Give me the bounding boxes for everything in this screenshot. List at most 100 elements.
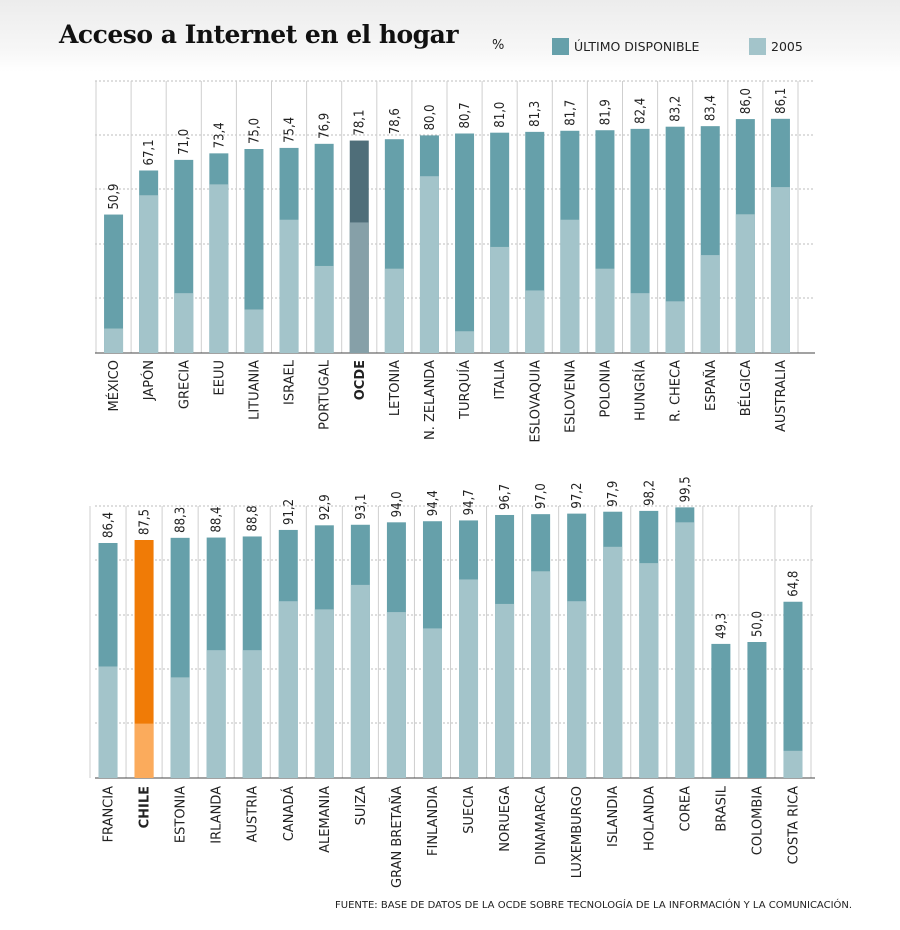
value-label: 50,0 xyxy=(750,611,765,637)
legend-item-latest: ÚLTIMO DISPONIBLE xyxy=(552,38,699,55)
category-label: COLOMBIA xyxy=(750,786,765,855)
value-label: 64,8 xyxy=(786,571,801,597)
category-label: SUIZA xyxy=(354,786,369,826)
value-label: 86,4 xyxy=(102,512,117,538)
value-label: 97,9 xyxy=(606,481,621,507)
bar-2005 xyxy=(314,609,334,778)
category-label: HOLANDA xyxy=(642,786,657,851)
category-label: PORTUGAL xyxy=(318,359,333,430)
value-label: 81,7 xyxy=(563,100,578,126)
value-label: 50,9 xyxy=(107,184,122,210)
value-label: 73,4 xyxy=(212,122,227,148)
category-label: FRANCIA xyxy=(102,786,117,843)
bar-2005 xyxy=(495,603,515,778)
value-label: 87,5 xyxy=(138,509,153,535)
bar-2005 xyxy=(665,301,685,353)
value-label: 81,9 xyxy=(598,99,613,125)
bar-2005 xyxy=(675,522,695,778)
value-label: 93,1 xyxy=(354,494,369,520)
bar-2005 xyxy=(170,677,190,778)
value-label: 94,4 xyxy=(426,490,441,516)
category-label: ESTONIA xyxy=(174,786,189,843)
value-label: 49,3 xyxy=(714,613,729,639)
category-label: ISRAEL xyxy=(283,359,298,405)
bar-2005 xyxy=(595,268,615,353)
category-label: CHILE xyxy=(138,786,153,828)
category-label: MÉXICO xyxy=(106,360,122,411)
category-label: EEUU xyxy=(212,360,227,395)
bar-2005 xyxy=(206,650,226,778)
value-label: 97,0 xyxy=(534,483,549,509)
bar-latest xyxy=(665,126,685,353)
bar-2005 xyxy=(278,601,298,778)
bar-2005 xyxy=(139,195,159,353)
bar-latest xyxy=(747,642,767,778)
category-label: HUNGRÍA xyxy=(633,360,649,421)
value-label: 82,4 xyxy=(634,98,649,124)
bar-latest xyxy=(244,149,264,353)
bar-2005 xyxy=(490,246,510,353)
category-label: COREA xyxy=(678,786,693,832)
category-label: ISLANDIA xyxy=(606,786,621,847)
category-label: ESLOVAQUIA xyxy=(528,360,543,443)
category-label: LITUANIA xyxy=(247,360,262,420)
chart-title: Acceso a Internet en el hogar xyxy=(59,20,459,49)
value-label: 88,8 xyxy=(246,505,261,531)
category-label: IRLANDA xyxy=(210,786,225,844)
category-label: POLONIA xyxy=(598,360,613,418)
bar-2005 xyxy=(531,571,551,778)
bar-2005 xyxy=(770,187,790,353)
bar-2005 xyxy=(567,601,587,778)
category-label: NORUEGA xyxy=(498,786,513,852)
legend-label-latest: ÚLTIMO DISPONIBLE xyxy=(574,39,700,54)
bar-2005 xyxy=(630,293,650,353)
legend-label-2005: 2005 xyxy=(771,39,803,54)
category-label: TURQUÍA xyxy=(457,360,473,420)
category-label: AUSTRALIA xyxy=(774,360,789,432)
bar-latest xyxy=(711,643,731,778)
value-label: 94,0 xyxy=(390,491,405,517)
bar-2005 xyxy=(422,628,442,778)
bar-2005 xyxy=(242,650,262,778)
bar-2005 xyxy=(384,268,404,353)
category-label: GRECIA xyxy=(177,360,192,409)
value-label: 86,0 xyxy=(739,88,754,114)
value-label: 75,4 xyxy=(283,117,298,143)
value-label: 88,4 xyxy=(210,507,225,533)
bar-2005 xyxy=(350,584,370,778)
bar-2005 xyxy=(560,219,580,353)
category-label: DINAMARCA xyxy=(534,786,549,865)
value-label: 98,2 xyxy=(642,480,657,506)
value-label: 78,1 xyxy=(353,110,368,136)
bar-latest xyxy=(134,540,154,778)
bar-2005 xyxy=(98,666,118,778)
bar-2005 xyxy=(525,290,545,353)
source-note: FUENTE: BASE DE DATOS DE LA OCDE SOBRE T… xyxy=(335,900,853,911)
value-label: 75,0 xyxy=(247,118,262,144)
category-label: FINLANDIA xyxy=(426,786,441,856)
value-label: 80,7 xyxy=(458,102,473,128)
category-label: GRAN BRETAÑA xyxy=(389,786,405,888)
value-label: 88,3 xyxy=(174,507,189,533)
legend-swatch-2005 xyxy=(749,38,766,55)
category-label: CANADÁ xyxy=(281,786,297,841)
bar-2005 xyxy=(174,293,194,353)
category-label: ITALIA xyxy=(493,360,508,400)
category-label: BÉLGICA xyxy=(738,360,754,416)
value-label: 80,0 xyxy=(423,104,438,130)
bar-2005 xyxy=(104,328,124,353)
value-label: 81,3 xyxy=(528,101,543,127)
value-label: 67,1 xyxy=(142,139,157,165)
value-label: 81,0 xyxy=(493,102,508,128)
category-label: ESPAÑA xyxy=(703,360,719,411)
bar-2005 xyxy=(314,265,334,353)
bar-2005 xyxy=(134,723,154,778)
category-label: JAPÓN xyxy=(141,360,157,401)
bar-2005 xyxy=(459,579,479,778)
bar-2005 xyxy=(735,214,755,353)
value-label: 71,0 xyxy=(177,129,192,155)
value-label: 97,2 xyxy=(570,483,585,509)
bar-2005 xyxy=(349,222,369,353)
category-label: BRASIL xyxy=(714,785,729,831)
